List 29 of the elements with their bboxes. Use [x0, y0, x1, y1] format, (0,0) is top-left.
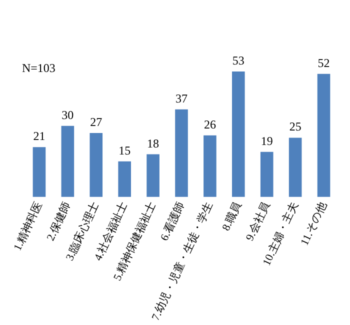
x-tick-label: 11.その他 — [298, 200, 330, 248]
data-label: 21 — [33, 129, 46, 144]
data-label: 18 — [147, 136, 160, 150]
bar — [90, 133, 103, 197]
bar — [146, 154, 160, 197]
bar — [232, 72, 245, 197]
x-tick-label: 1.精神科医 — [10, 200, 45, 253]
data-label: 26 — [204, 117, 216, 132]
bar — [204, 135, 216, 197]
data-label: 30 — [62, 108, 74, 122]
bar — [32, 147, 46, 197]
annotation: N=103 — [22, 61, 56, 75]
bar — [288, 138, 302, 197]
x-tick-label: 8.職員 — [219, 200, 244, 233]
x-tick-label: 6.看護師 — [158, 200, 187, 243]
data-label: 53 — [232, 54, 244, 68]
data-label: 19 — [260, 134, 273, 148]
bar — [317, 74, 330, 197]
x-tick-label: 9.会社員 — [243, 200, 272, 243]
bar — [118, 161, 131, 197]
data-label: 37 — [176, 91, 188, 106]
x-tick-label: 2.保健師 — [44, 200, 74, 243]
data-label: 15 — [118, 143, 131, 158]
bar — [61, 126, 74, 197]
data-label: 52 — [318, 56, 330, 70]
bar — [260, 152, 274, 197]
data-label: 25 — [289, 120, 302, 134]
bar — [175, 109, 188, 197]
data-label: 27 — [90, 115, 102, 129]
